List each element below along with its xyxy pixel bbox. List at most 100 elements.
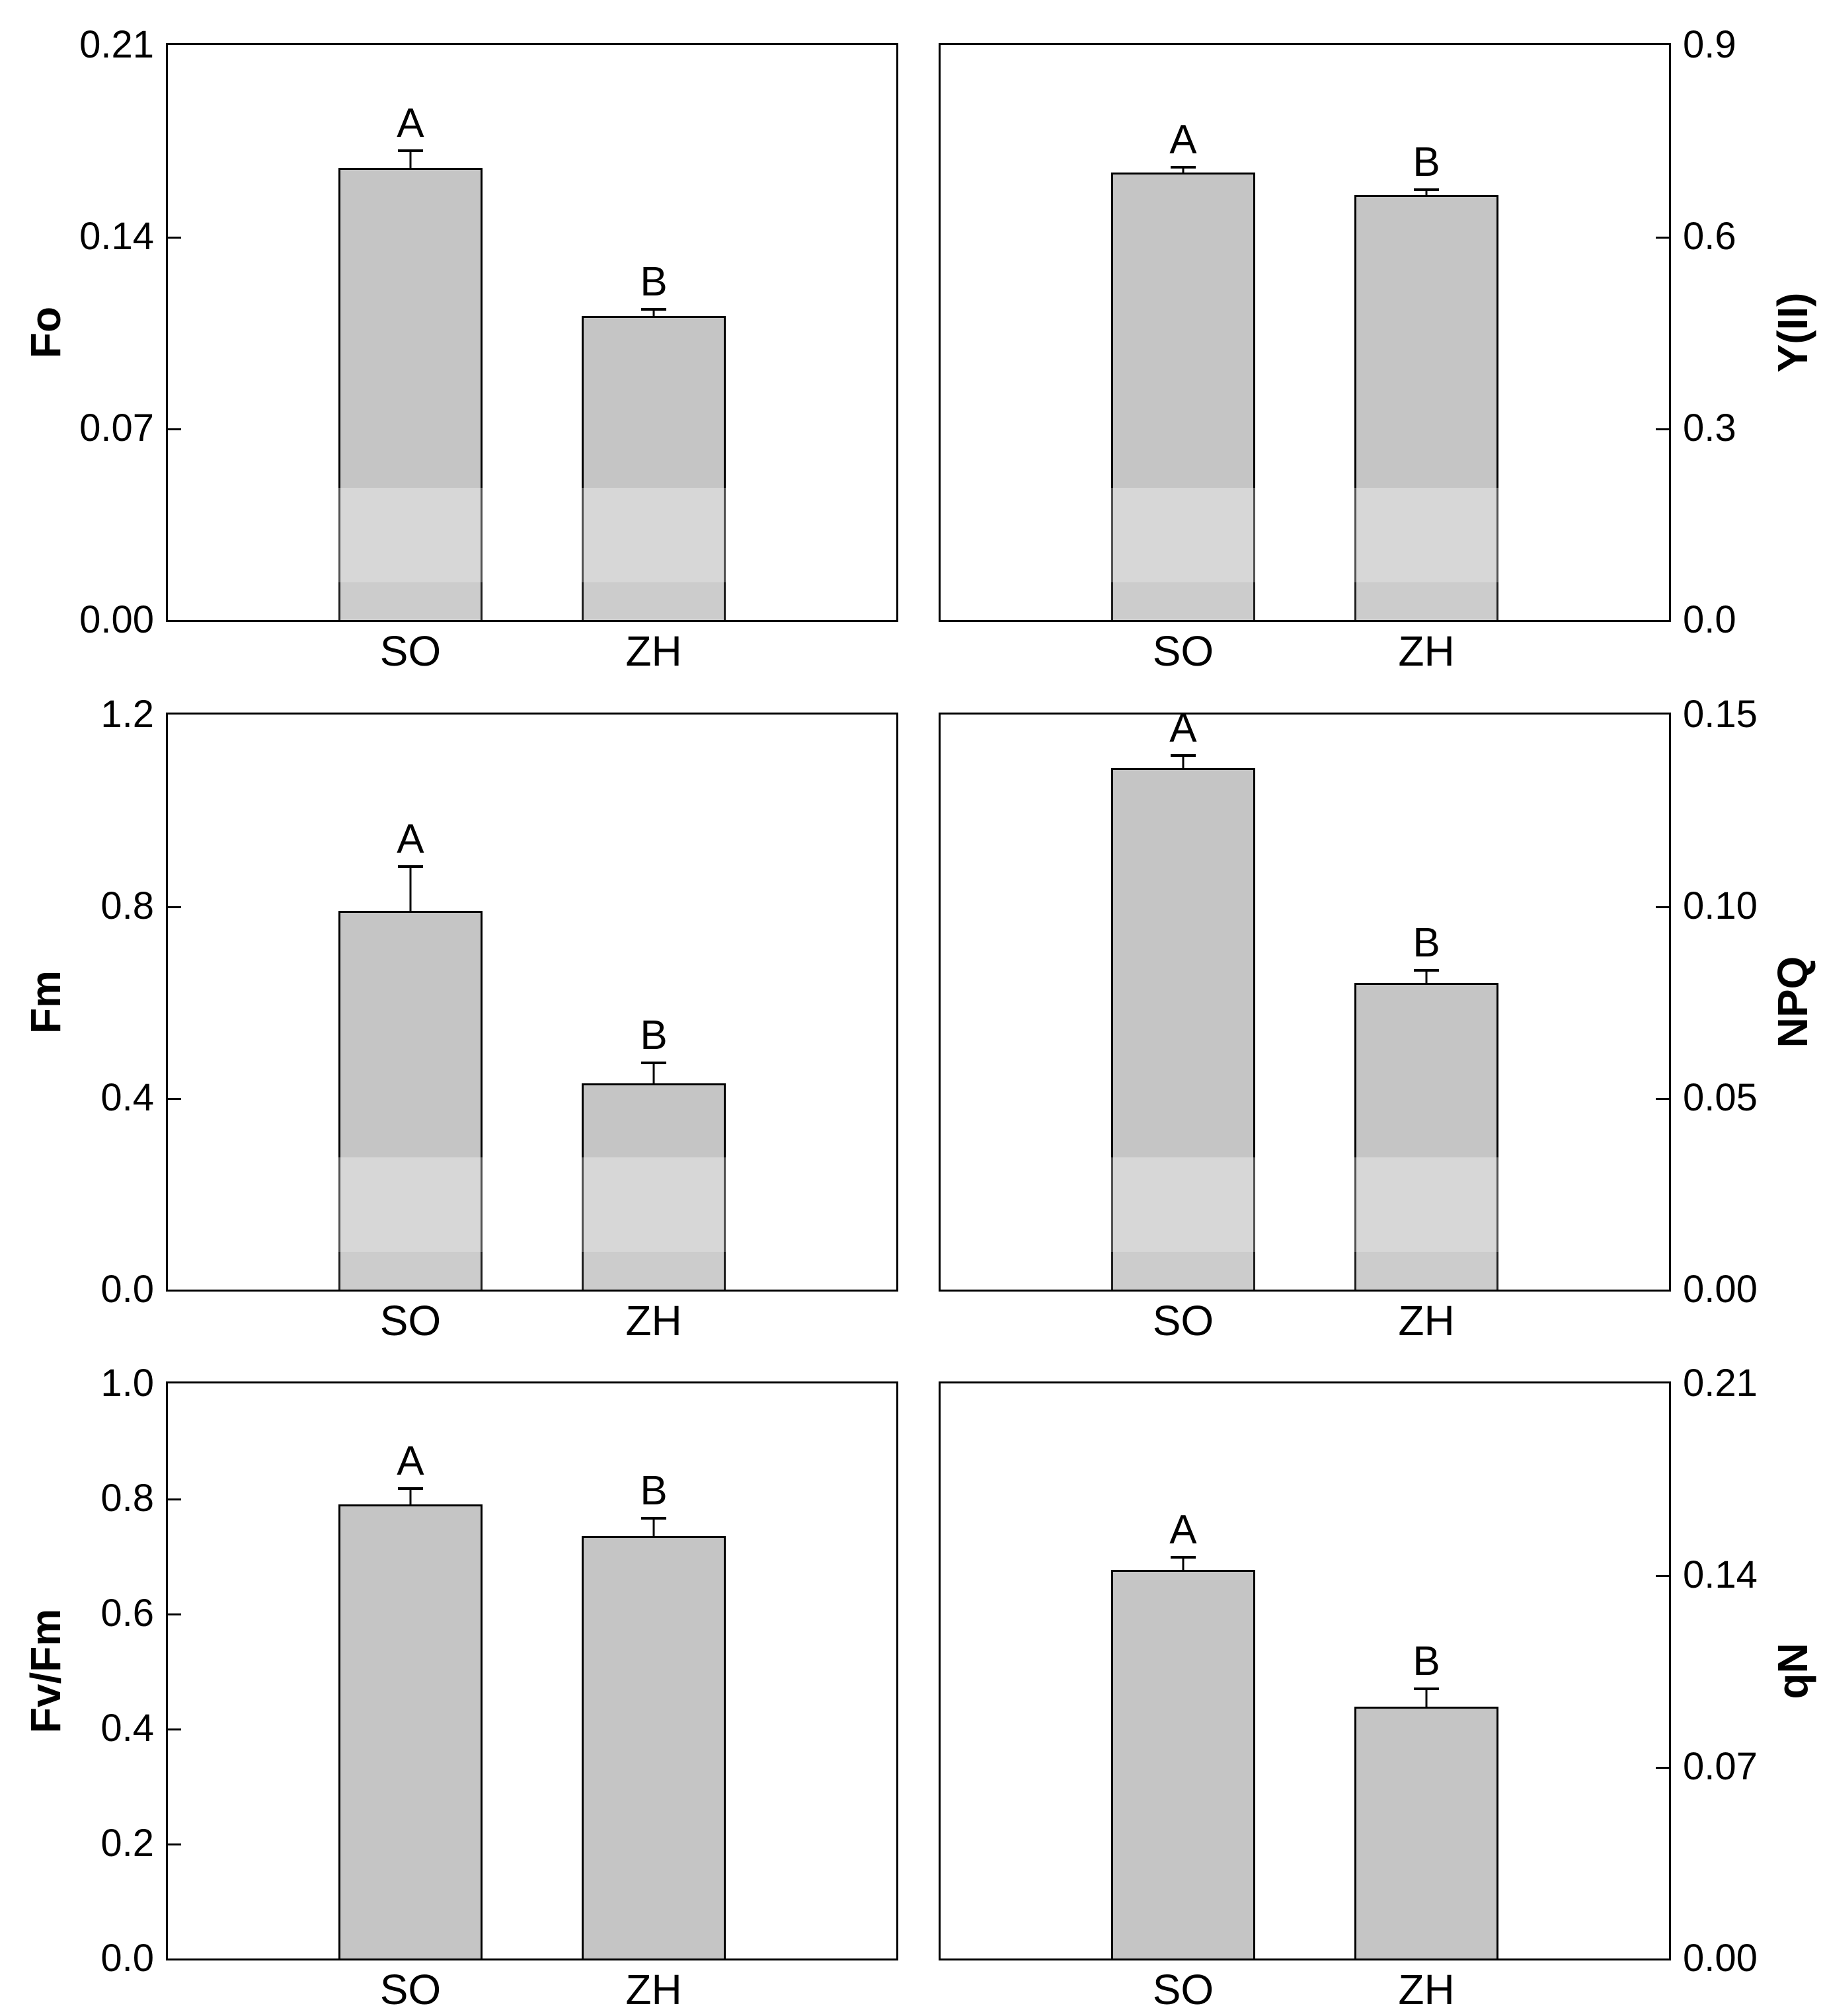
x-category-label-zh: ZH xyxy=(625,1297,682,1344)
y-tick-label: 0.6 xyxy=(100,1592,154,1635)
y-axis-title-fm: Fm xyxy=(22,970,69,1034)
error-bar-cap xyxy=(1170,165,1196,169)
y-tick-label: 0.8 xyxy=(100,884,154,927)
error-bar-stem xyxy=(409,868,412,911)
error-bar-cap xyxy=(397,1487,423,1490)
x-category-label-so: SO xyxy=(1152,627,1214,675)
y-tick-label: 0.05 xyxy=(1683,1075,1758,1119)
watermark-band xyxy=(168,487,896,583)
error-bar-stem xyxy=(652,310,655,317)
significance-letter-zh: B xyxy=(640,258,668,305)
x-category-label-zh: ZH xyxy=(625,1966,682,2013)
y-tick-mark xyxy=(1656,236,1669,239)
significance-letter-zh: B xyxy=(640,1013,668,1059)
y-tick-label: 0.4 xyxy=(100,1707,154,1750)
y-tick-label: 0.07 xyxy=(1683,1744,1758,1788)
error-bar-cap xyxy=(1414,1687,1440,1690)
panel-qn: qN 0.00 0.07 0.14 0.21 A SO B ZH xyxy=(939,1364,1816,2012)
panel-fvfm: Fv/Fm 0.0 0.2 0.4 0.6 0.8 1.0 A SO B ZH xyxy=(22,1364,898,2012)
significance-letter-so: A xyxy=(397,1438,424,1484)
significance-letter-so: A xyxy=(397,816,424,862)
y-tick-label: 0.6 xyxy=(1683,214,1736,258)
x-category-label-so: SO xyxy=(1152,1297,1214,1344)
error-bar-cap xyxy=(1170,1556,1196,1559)
watermark-band xyxy=(941,1157,1669,1253)
watermark-band xyxy=(941,582,1669,620)
x-category-label-zh: ZH xyxy=(1398,1297,1455,1344)
y-axis-title-yii: Y(II) xyxy=(1769,292,1816,373)
bar-zh-npq xyxy=(1354,983,1499,1290)
y-tick-mark xyxy=(168,1498,181,1500)
y-axis-title-qn: qN xyxy=(1769,1643,1816,1699)
significance-letter-zh: B xyxy=(1413,1639,1440,1684)
error-bar-cap xyxy=(1414,968,1440,972)
error-bar-cap xyxy=(397,149,423,152)
significance-letter-so: A xyxy=(397,100,424,146)
x-category-label-so: SO xyxy=(379,1297,442,1344)
x-category-label-so: SO xyxy=(379,627,442,675)
error-bar-stem xyxy=(1182,168,1184,173)
watermark-band xyxy=(168,582,896,620)
y-tick-mark xyxy=(1656,428,1669,430)
y-tick-label: 0.14 xyxy=(1683,1553,1758,1596)
error-bar-stem xyxy=(1425,1690,1428,1707)
y-tick-label: 1.2 xyxy=(100,693,154,736)
bar-so-qn xyxy=(1110,1569,1256,1958)
y-tick-label: 0.14 xyxy=(79,214,154,258)
panel-fm: Fm 0.0 0.4 0.8 1.2 A SO B ZH xyxy=(22,695,898,1343)
significance-letter-zh: B xyxy=(1413,919,1440,966)
error-bar-cap xyxy=(1170,754,1196,757)
bar-zh-qn xyxy=(1354,1706,1499,1958)
error-bar-cap xyxy=(397,865,423,868)
y-tick-label: 0.0 xyxy=(100,1937,154,1980)
bar-so-fo xyxy=(338,168,483,620)
y-tick-mark xyxy=(1656,1574,1669,1577)
panel-npq: NPQ 0.00 0.05 0.10 0.15 A SO B ZH xyxy=(939,695,1816,1343)
x-category-label-zh: ZH xyxy=(1398,1966,1455,2013)
y-tick-mark xyxy=(168,1728,181,1730)
y-tick-label: 0.0 xyxy=(100,1268,154,1311)
error-bar-cap xyxy=(641,307,667,311)
watermark-band xyxy=(168,1252,896,1290)
bar-zh-yii xyxy=(1354,195,1499,620)
watermark-band xyxy=(168,1157,896,1253)
y-tick-mark xyxy=(168,1613,181,1615)
bar-zh-fm xyxy=(581,1083,726,1290)
x-category-label-zh: ZH xyxy=(625,627,682,675)
y-tick-mark xyxy=(1656,1097,1669,1100)
y-tick-mark xyxy=(168,428,181,430)
significance-letter-zh: B xyxy=(1413,139,1440,186)
panel-fo: Fo 0.00 0.07 0.14 0.21 A SO B ZH xyxy=(22,26,898,674)
error-bar-stem xyxy=(1425,971,1428,983)
bar-so-npq xyxy=(1110,768,1256,1290)
y-tick-mark xyxy=(168,236,181,239)
y-tick-label: 0.10 xyxy=(1683,884,1758,927)
y-tick-label: 0.00 xyxy=(79,598,154,641)
y-tick-mark xyxy=(168,906,181,908)
bar-zh-fo xyxy=(581,316,726,620)
bar-so-fm xyxy=(338,911,483,1290)
error-bar-cap xyxy=(641,1517,667,1520)
x-category-label-so: SO xyxy=(379,1966,442,2013)
y-tick-mark xyxy=(168,1843,181,1845)
significance-letter-zh: B xyxy=(640,1468,668,1514)
error-bar-cap xyxy=(1414,188,1440,192)
y-tick-label: 0.4 xyxy=(100,1075,154,1119)
y-tick-label: 0.15 xyxy=(1683,693,1758,736)
error-bar-stem xyxy=(652,1520,655,1536)
y-tick-label: 0.00 xyxy=(1683,1268,1758,1311)
error-bar-stem xyxy=(1182,1559,1184,1570)
y-tick-mark xyxy=(168,1097,181,1100)
y-tick-label: 0.0 xyxy=(1683,598,1736,641)
watermark-band xyxy=(941,1252,1669,1290)
error-bar-stem xyxy=(652,1064,655,1084)
y-tick-label: 0.21 xyxy=(79,23,154,66)
error-bar-stem xyxy=(409,1489,412,1504)
y-tick-mark xyxy=(1656,1766,1669,1769)
bar-zh-fvfm xyxy=(581,1535,726,1958)
y-tick-label: 0.00 xyxy=(1683,1937,1758,1980)
x-category-label-zh: ZH xyxy=(1398,627,1455,675)
panel-yii: Y(II) 0.0 0.3 0.6 0.9 A SO B ZH xyxy=(939,26,1816,674)
y-tick-label: 0.07 xyxy=(79,406,154,449)
